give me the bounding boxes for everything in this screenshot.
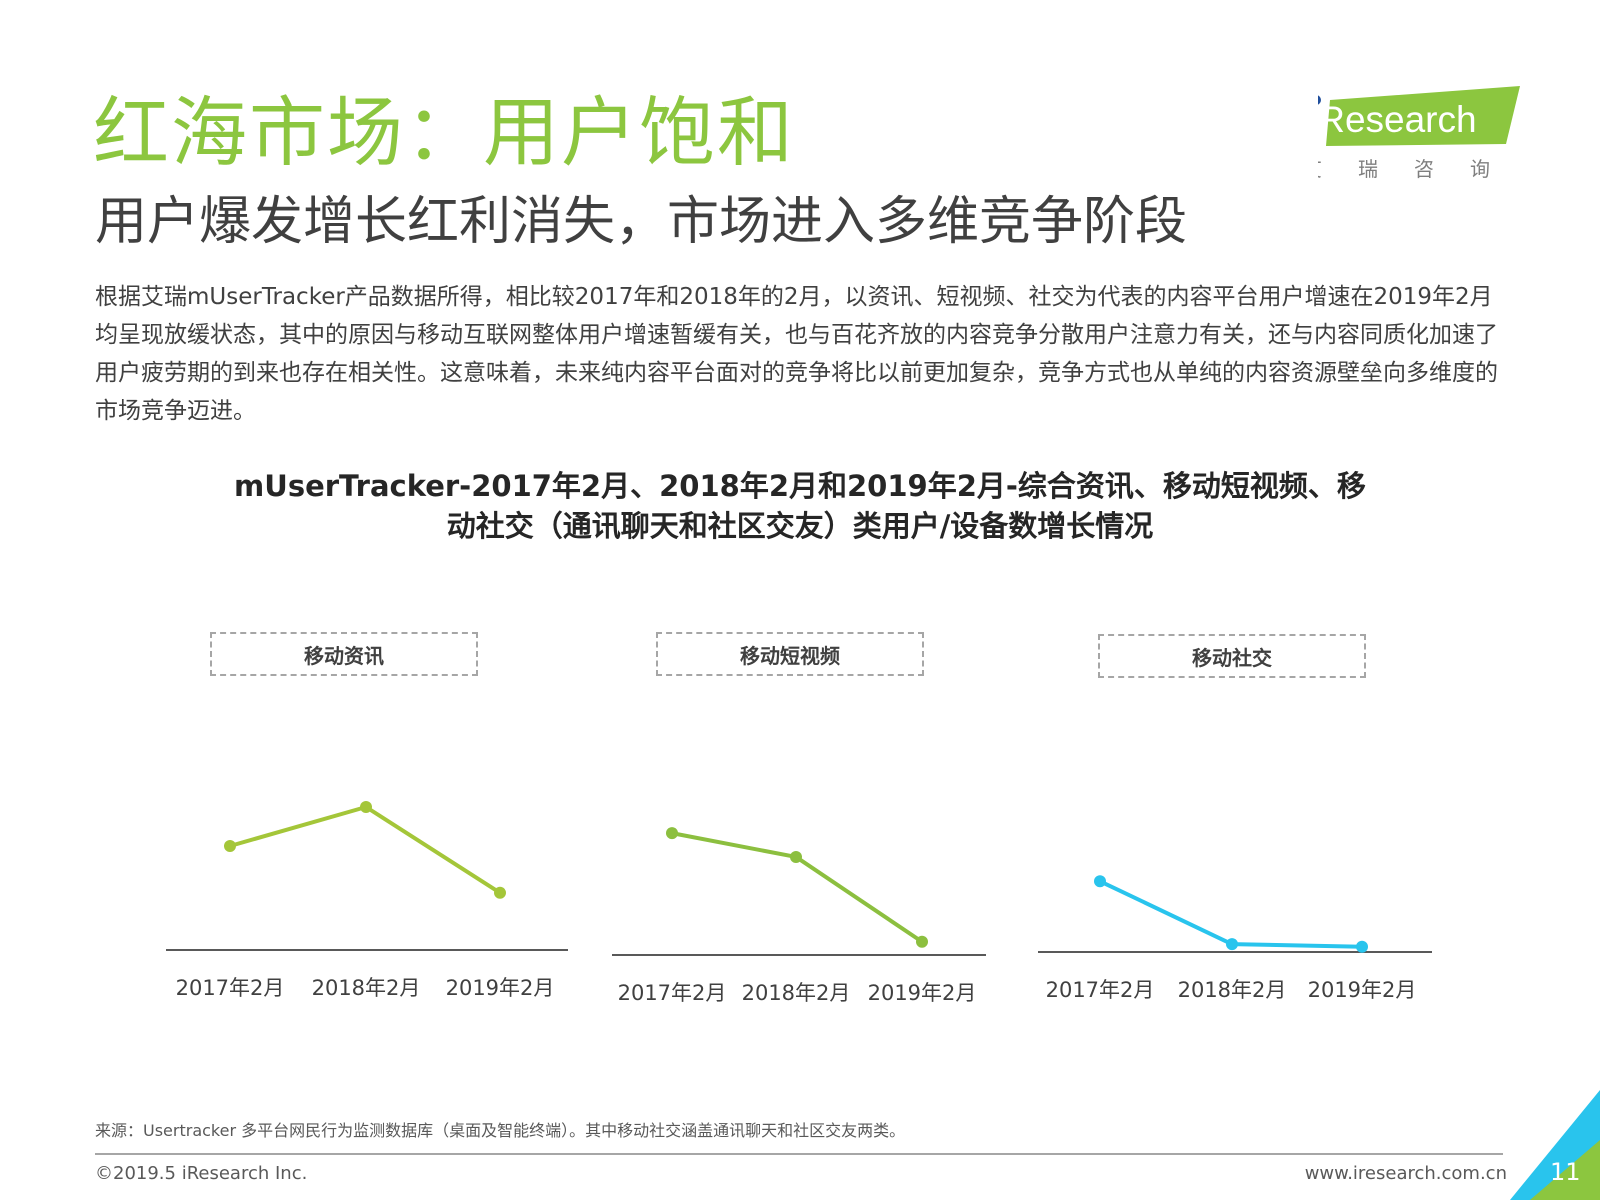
chart-title-line-2: 动社交（通讯聊天和社区交友）类用户/设备数增长情况 xyxy=(446,509,1154,543)
chart-title-line-1: mUserTracker-2017年2月、2018年2月和2019年2月-综合资… xyxy=(234,469,1366,503)
data-point-mobile-social-3 xyxy=(1356,940,1368,953)
footer-divider xyxy=(95,1153,1503,1155)
copyright: ©2019.5 iResearch Inc. xyxy=(95,1163,308,1184)
x-tick-label-mobile-news-1: 2017年2月 xyxy=(176,976,285,1000)
source-note: 来源：Usertracker 多平台网民行为监测数据库（桌面及智能终端）。其中移… xyxy=(95,1121,906,1140)
x-tick-label-mobile-short-video-3: 2019年2月 xyxy=(868,981,977,1005)
logo-cn-4: 询 xyxy=(1470,157,1490,181)
x-tick-label-mobile-social-1: 2017年2月 xyxy=(1046,978,1155,1002)
x-tick-label-mobile-short-video-1: 2017年2月 xyxy=(618,981,727,1005)
data-point-mobile-news-2 xyxy=(360,801,372,813)
chart-title: mUserTracker-2017年2月、2018年2月和2019年2月-综合资… xyxy=(180,466,1420,546)
data-point-mobile-short-video-3 xyxy=(916,935,928,948)
logo-banner xyxy=(1326,86,1520,146)
data-point-mobile-social-1 xyxy=(1094,875,1106,888)
logo-dot xyxy=(1318,95,1321,105)
panel-label-mobile-social: 移动社交 xyxy=(1098,634,1366,678)
page-title: 红海市场：用户饱和 xyxy=(93,88,795,177)
data-point-mobile-news-1 xyxy=(224,840,236,852)
data-point-mobile-short-video-1 xyxy=(666,827,678,840)
page-number: 11 xyxy=(1550,1158,1581,1186)
website: www.iresearch.com.cn xyxy=(1304,1163,1507,1184)
panel-label-mobile-short-video: 移动短视频 xyxy=(656,632,924,676)
logo-cn-3: 咨 xyxy=(1414,157,1434,181)
x-tick-label-mobile-short-video-2: 2018年2月 xyxy=(742,981,851,1005)
data-point-mobile-social-2 xyxy=(1226,938,1238,951)
x-tick-label-mobile-social-2: 2018年2月 xyxy=(1178,978,1287,1002)
data-point-mobile-news-3 xyxy=(494,886,506,899)
data-point-mobile-short-video-2 xyxy=(790,850,802,863)
page-subtitle: 用户爆发增长红利消失，市场进入多维竞争阶段 xyxy=(95,192,1188,252)
corner-triangle-green xyxy=(1530,1140,1600,1200)
x-tick-label-mobile-news-3: 2019年2月 xyxy=(446,976,555,1000)
x-tick-label-mobile-news-2: 2018年2月 xyxy=(312,976,421,1000)
panel-label-mobile-news: 移动资讯 xyxy=(210,632,478,676)
logo-cn-2: 瑞 xyxy=(1358,157,1378,181)
x-tick-label-mobile-social-3: 2019年2月 xyxy=(1308,978,1417,1002)
logo-brand-text: iResearch xyxy=(1318,99,1477,140)
iresearch-logo: iResearch 艾 瑞 咨 询 xyxy=(1318,86,1520,181)
body-paragraph: 根据艾瑞mUserTracker产品数据所得，相比较2017年和2018年的2月… xyxy=(95,284,1498,424)
logo-cn-1: 艾 xyxy=(1318,157,1322,181)
